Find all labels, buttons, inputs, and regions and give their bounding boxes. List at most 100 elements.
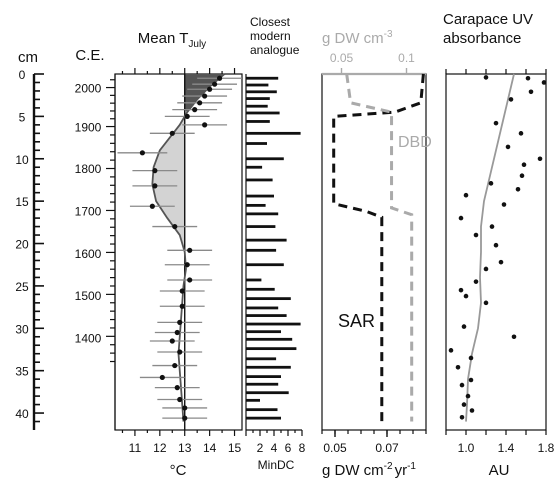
uv-xlabel: AU [489, 462, 510, 479]
mindc-bar [246, 212, 279, 216]
mindc-bar [246, 104, 268, 108]
uv-point [459, 414, 465, 420]
dbd-line [345, 73, 414, 422]
uv-point [458, 215, 464, 221]
uv-point [498, 259, 504, 265]
dbd-series-label: DBD [398, 134, 432, 151]
temp-point [179, 303, 185, 309]
temp-point [169, 338, 175, 344]
temp-point [177, 349, 183, 355]
mindc-bar [246, 278, 262, 282]
temp-smooth-curve [151, 73, 226, 422]
temp-tick-label: 15 [228, 441, 242, 455]
uv-point [459, 382, 465, 388]
mindc-bar [246, 238, 287, 242]
dbd-top-tick-label: 0.1 [398, 51, 415, 65]
depth-tick-label: 15 [15, 195, 29, 209]
temp-point [179, 288, 185, 294]
temp-tick-label: 12 [153, 441, 167, 455]
temp-point [182, 415, 188, 421]
mindc-bar [246, 263, 284, 267]
uv-point [463, 192, 469, 198]
mindc-title-line-1: Closest [250, 15, 291, 29]
temp-point [187, 277, 193, 283]
mindc-title-line-3: analogue [250, 43, 300, 57]
temp-point [152, 183, 158, 189]
uv-point [508, 97, 514, 102]
mindc-xlabel: MinDC [258, 458, 295, 472]
uv-point [461, 324, 467, 329]
depth-tick-label: 0 [19, 68, 26, 82]
temp-point [216, 75, 223, 81]
depth-axis-unit: cm [18, 49, 38, 66]
depth-tick-label: 5 [19, 110, 26, 124]
mindc-bar [246, 225, 276, 228]
age-tick-label: 1400 [75, 332, 102, 346]
uv-point [483, 75, 489, 80]
uv-point [519, 173, 525, 179]
mindc-bar [246, 391, 289, 395]
uv-point [455, 364, 461, 370]
temp-tick-label: 11 [129, 441, 142, 455]
mindc-bar [246, 203, 266, 207]
temp-point [177, 319, 183, 325]
mindc-tick-label: 2 [257, 441, 264, 455]
mindc-bar [246, 375, 281, 378]
uv-point [468, 355, 474, 361]
mindc-bar [246, 287, 275, 291]
mindc-tick-label: 8 [299, 441, 306, 455]
uv-point [518, 131, 524, 136]
mindc-bar [246, 322, 301, 326]
temp-cold-fill [152, 109, 188, 249]
temp-point [159, 374, 165, 381]
mindc-bar [246, 194, 274, 198]
uv-point [458, 287, 464, 293]
temp-point [202, 93, 208, 99]
temp-point [182, 405, 188, 411]
mindc-bar [246, 165, 263, 169]
sar-tick-label: 0.07 [375, 441, 399, 455]
temp-point [139, 150, 145, 156]
temp-point [202, 122, 208, 128]
uv-point [515, 186, 521, 192]
mindc-bar [246, 248, 277, 252]
temp-point [174, 329, 180, 336]
temp-tick-label: 14 [203, 441, 217, 455]
temp-point [149, 203, 155, 209]
mindc-bar [246, 142, 267, 145]
mindc-bar [246, 306, 279, 310]
uv-point [528, 89, 534, 95]
depth-tick-label: 20 [15, 238, 29, 252]
mindc-title-line-2: modern [250, 29, 291, 43]
uv-point [541, 80, 547, 85]
uv-point [525, 75, 531, 81]
uv-point [483, 300, 489, 306]
depth-tick-label: 40 [15, 407, 29, 421]
uv-point [473, 279, 479, 284]
depth-tick-label: 30 [15, 322, 29, 336]
mindc-bar [246, 178, 273, 182]
temp-panel-title: Mean TJuly [138, 30, 206, 50]
mindc-bar [246, 97, 270, 100]
uv-title-line-1: Carapace UV [443, 11, 533, 28]
mindc-bar [246, 111, 280, 115]
temp-point [207, 86, 213, 92]
uv-point [468, 377, 474, 383]
mindc-bar [246, 157, 284, 161]
mindc-bar [246, 382, 279, 386]
uv-panel-frame [445, 73, 547, 431]
uv-smooth-curve [465, 73, 515, 422]
depth-tick-label: 35 [15, 365, 29, 379]
depth-tick-label: 10 [15, 153, 29, 167]
uv-point [505, 144, 511, 150]
uv-point [511, 334, 517, 340]
temp-point [169, 130, 175, 136]
mindc-bar [246, 330, 281, 334]
temp-panel-frame [114, 73, 243, 431]
uv-point [537, 156, 543, 162]
uv-point [493, 242, 499, 248]
temp-point [172, 362, 178, 369]
uv-title-line-2: absorbance [443, 30, 521, 47]
temp-point [184, 113, 190, 119]
